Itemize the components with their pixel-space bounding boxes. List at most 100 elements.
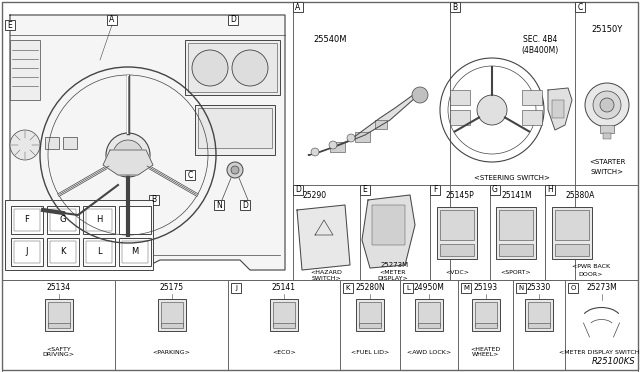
Text: <PARKING>: <PARKING> [152,350,191,355]
Bar [11,206,43,234]
Bar [240,200,250,210]
Bar [107,15,117,25]
Text: K: K [346,285,350,291]
Bar [496,207,536,259]
Bar [10,40,40,100]
Bar [355,132,370,142]
Bar [474,302,497,326]
Bar [5,20,15,30]
Bar [273,323,295,328]
Text: A: A [296,3,301,12]
Circle shape [347,134,355,142]
Bar [119,238,151,266]
Bar [149,195,159,205]
Bar [157,299,186,331]
Text: M: M [131,247,139,257]
Bar [45,299,72,331]
Polygon shape [10,15,285,270]
Text: DOOR>: DOOR> [579,272,603,276]
Bar [86,209,112,231]
Bar [525,299,553,331]
Text: R25100KS: R25100KS [591,357,635,366]
Bar [430,185,440,195]
Bar [440,210,474,240]
Bar [418,302,440,326]
Text: 25273M: 25273M [381,262,409,268]
Polygon shape [320,240,328,255]
Polygon shape [315,220,333,235]
Text: SEC. 4B4: SEC. 4B4 [523,35,557,45]
Text: (4B400M): (4B400M) [522,45,559,55]
Text: <METER: <METER [380,270,406,276]
Bar [161,302,182,326]
Bar [522,90,542,105]
Text: 25280N: 25280N [355,283,385,292]
Bar [293,185,303,195]
Text: <METER DISPLAY SWITCH>: <METER DISPLAY SWITCH> [559,350,640,355]
Bar [600,125,614,133]
Bar [418,323,440,328]
Text: J: J [235,285,237,291]
Bar [195,105,275,155]
Circle shape [329,141,337,149]
Text: 25175: 25175 [159,283,184,292]
Text: A: A [109,16,115,25]
Circle shape [231,166,239,174]
Polygon shape [103,150,153,175]
Text: 25193: 25193 [474,283,497,292]
Text: <HEATED
WHEEL>: <HEATED WHEEL> [470,347,500,357]
Text: <FUEL LID>: <FUEL LID> [351,350,389,355]
Text: B: B [452,3,458,12]
Bar [461,283,471,293]
Bar [122,241,148,263]
Circle shape [593,91,621,119]
Text: 24950M: 24950M [413,283,444,292]
Bar [472,299,499,331]
Text: B: B [152,196,157,205]
Text: F: F [433,186,437,195]
Text: N: N [518,285,524,291]
Bar [552,100,564,118]
Text: <SPORT>: <SPORT> [500,269,531,275]
Bar [450,110,470,125]
Text: 25141: 25141 [272,283,296,292]
Text: 25145P: 25145P [445,192,474,201]
Text: H: H [96,215,102,224]
Text: D: D [295,186,301,195]
Circle shape [10,130,40,160]
Bar [360,185,370,195]
Text: L: L [97,247,101,257]
Circle shape [113,140,143,170]
Bar [293,2,303,12]
Polygon shape [362,195,415,268]
Bar [545,185,555,195]
Polygon shape [308,90,420,155]
Bar [568,283,578,293]
Text: SWITCH>: SWITCH> [591,169,623,175]
Bar [575,2,585,12]
Text: 25134: 25134 [47,283,70,292]
Text: <SAFTY
DRIVING>: <SAFTY DRIVING> [42,347,74,357]
Text: 25150Y: 25150Y [591,26,623,35]
Bar [375,120,387,129]
Bar [437,207,477,259]
Text: F: F [24,215,29,224]
Bar [359,323,381,328]
Text: E: E [8,20,12,29]
Bar [231,283,241,293]
Bar [86,241,112,263]
Text: <AWD LOCK>: <AWD LOCK> [407,350,451,355]
Text: DISPLAY>: DISPLAY> [378,276,408,282]
Text: D: D [242,201,248,209]
Circle shape [412,87,428,103]
Bar [188,43,277,92]
Text: <ECO>: <ECO> [272,350,296,355]
Text: N: N [216,201,222,209]
Bar [450,2,460,12]
Bar [47,238,79,266]
Bar [47,323,70,328]
Bar [214,200,224,210]
Text: <VDC>: <VDC> [445,269,469,275]
Polygon shape [297,205,350,270]
Bar [185,170,195,180]
